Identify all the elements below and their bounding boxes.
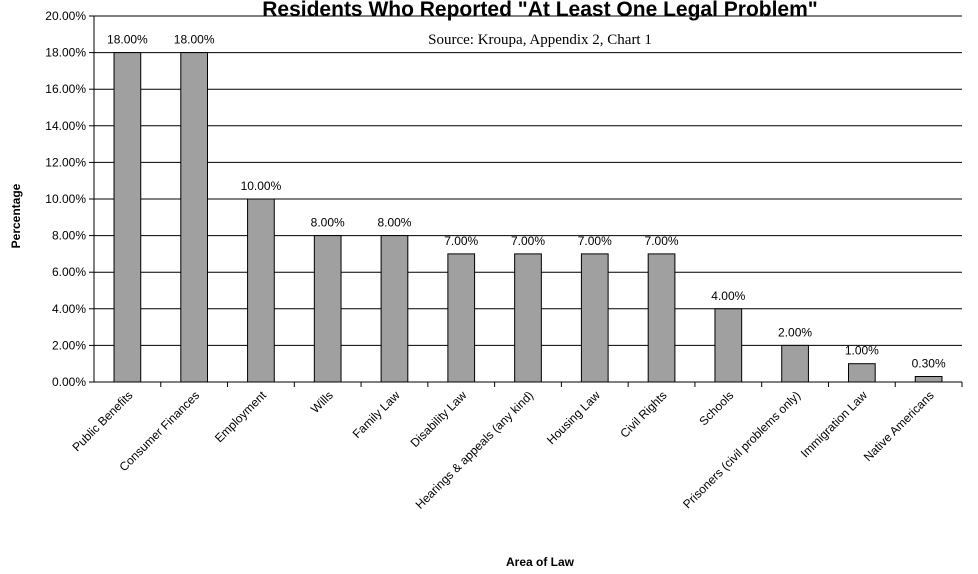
data-label: 1.00% bbox=[845, 344, 879, 358]
bar bbox=[313, 235, 342, 383]
y-tick-label: 2.00% bbox=[52, 338, 86, 352]
category-label: Disability Law bbox=[408, 388, 470, 450]
bar bbox=[647, 253, 676, 383]
data-label: 7.00% bbox=[645, 234, 679, 248]
bar bbox=[380, 235, 409, 383]
data-label: 4.00% bbox=[711, 289, 745, 303]
category-label: Civil Rights bbox=[617, 388, 669, 440]
category-label: Schools bbox=[696, 388, 736, 428]
data-label: 18.00% bbox=[107, 33, 148, 47]
gridlines bbox=[94, 15, 962, 346]
data-label: 10.00% bbox=[241, 179, 282, 193]
bar bbox=[781, 344, 809, 383]
y-tick-label: 4.00% bbox=[52, 302, 86, 316]
chart-title: Residents Who Reported "At Least One Leg… bbox=[262, 0, 818, 21]
category-label: Hearings & appeals (any kind) bbox=[413, 388, 537, 512]
y-tick-label: 14.00% bbox=[45, 119, 86, 133]
bar bbox=[247, 198, 275, 383]
data-label: 8.00% bbox=[311, 216, 345, 230]
category-label: Family Law bbox=[350, 388, 403, 441]
bars bbox=[113, 52, 943, 383]
chart-subtitle: Source: Kroupa, Appendix 2, Chart 1 bbox=[428, 32, 652, 48]
bar bbox=[447, 253, 476, 383]
data-label: 7.00% bbox=[578, 234, 612, 248]
data-label: 18.00% bbox=[174, 33, 215, 47]
category-label: Native Americans bbox=[861, 388, 937, 464]
y-tick-label: 18.00% bbox=[45, 46, 86, 60]
bar bbox=[847, 363, 876, 383]
data-label: 7.00% bbox=[444, 234, 478, 248]
y-tick-label: 16.00% bbox=[45, 82, 86, 96]
category-label: Housing Law bbox=[544, 388, 603, 447]
y-tick-label: 12.00% bbox=[45, 155, 86, 169]
y-tick-label: 0.00% bbox=[52, 375, 86, 389]
y-tick-label: 20.00% bbox=[45, 9, 86, 23]
x-axis-label: Area of Law bbox=[506, 555, 575, 569]
y-axis-label: Percentage bbox=[9, 183, 23, 248]
axes bbox=[89, 15, 963, 387]
bar bbox=[714, 308, 743, 383]
data-label: 8.00% bbox=[377, 216, 411, 230]
bar bbox=[914, 376, 943, 383]
bar bbox=[180, 52, 209, 383]
data-label: 0.30% bbox=[912, 357, 946, 371]
data-label: 7.00% bbox=[511, 234, 545, 248]
category-label: Immigration Law bbox=[798, 388, 870, 460]
category-label: Wills bbox=[308, 388, 336, 416]
bar bbox=[514, 253, 542, 383]
bar bbox=[580, 253, 609, 383]
category-label: Public Benefits bbox=[69, 388, 135, 454]
y-tick-label: 8.00% bbox=[52, 229, 86, 243]
y-tick-label: 10.00% bbox=[45, 192, 86, 206]
bar bbox=[113, 52, 142, 383]
category-label: Employment bbox=[212, 388, 270, 446]
y-tick-label: 6.00% bbox=[52, 265, 86, 279]
category-label: Prisoners (civil problems only) bbox=[680, 388, 803, 511]
data-label: 2.00% bbox=[778, 325, 812, 339]
